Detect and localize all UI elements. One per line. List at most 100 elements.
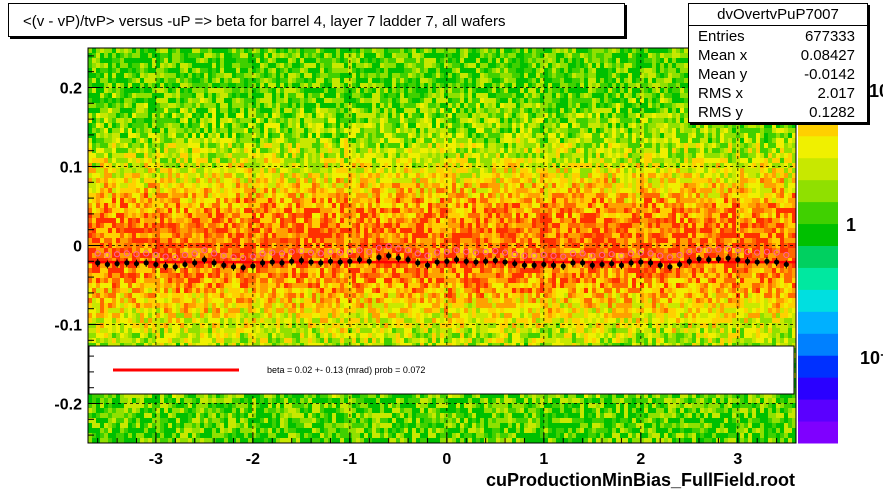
heatmap-cell [532,168,536,173]
heatmap-cell [204,178,208,183]
heatmap-cell [108,78,112,83]
heatmap-cell [604,93,608,98]
heatmap-cell [324,148,328,153]
heatmap-cell [456,183,460,188]
heatmap-cell [640,138,644,143]
heatmap-cell [696,128,700,133]
heatmap-cell [128,93,132,98]
heatmap-cell [180,168,184,173]
heatmap-cell [540,88,544,93]
heatmap-cell [504,58,508,63]
heatmap-cell [780,183,784,188]
heatmap-cell [480,103,484,108]
heatmap-cell [448,108,452,113]
heatmap-cell [456,148,460,153]
heatmap-cell [104,168,108,173]
heatmap-cell [220,133,224,138]
heatmap-cell [536,128,540,133]
heatmap-cell [260,153,264,158]
heatmap-cell [220,93,224,98]
heatmap-cell [204,153,208,158]
heatmap-cell [700,128,704,133]
heatmap-cell [764,153,768,158]
heatmap-cell [224,98,228,103]
heatmap-cell [560,63,564,68]
heatmap-cell [112,168,116,173]
heatmap-cell [216,63,220,68]
heatmap-cell [204,188,208,193]
heatmap-cell [504,178,508,183]
heatmap-cell [88,113,92,118]
heatmap-cell [664,83,668,88]
heatmap-cell [348,133,352,138]
heatmap-cell [648,168,652,173]
heatmap-cell [624,113,628,118]
heatmap-cell [724,123,728,128]
heatmap-cell [280,88,284,93]
heatmap-cell [152,173,156,178]
heatmap-cell [140,48,144,53]
heatmap-cell [572,98,576,103]
heatmap-cell [316,68,320,73]
heatmap-cell [124,183,128,188]
heatmap-cell [196,63,200,68]
heatmap-cell [120,138,124,143]
heatmap-cell [300,53,304,58]
heatmap-cell [204,103,208,108]
heatmap-cell [584,53,588,58]
heatmap-cell [208,143,212,148]
heatmap-cell [416,78,420,83]
heatmap-cell [184,173,188,178]
heatmap-cell [368,73,372,78]
heatmap-cell [460,183,464,188]
heatmap-cell [664,68,668,73]
heatmap-cell [224,183,228,188]
heatmap-cell [580,123,584,128]
heatmap-cell [668,63,672,68]
heatmap-cell [404,63,408,68]
heatmap-cell [144,148,148,153]
heatmap-cell [692,163,696,168]
heatmap-cell [716,178,720,183]
heatmap-cell [536,118,540,123]
heatmap-cell [472,163,476,168]
heatmap-cell [580,173,584,178]
heatmap-cell [168,98,172,103]
heatmap-cell [512,178,516,183]
heatmap-cell [464,73,468,78]
heatmap-cell [460,113,464,118]
heatmap-cell [604,48,608,53]
heatmap-cell [724,173,728,178]
heatmap-cell [256,108,260,113]
heatmap-cell [100,93,104,98]
heatmap-cell [308,103,312,108]
heatmap-cell [756,128,760,133]
heatmap-cell [484,98,488,103]
heatmap-cell [124,68,128,73]
heatmap-cell [120,78,124,83]
heatmap-cell [192,143,196,148]
heatmap-cell [788,128,792,133]
heatmap-cell [312,63,316,68]
heatmap-cell [560,168,564,173]
heatmap-cell [520,108,524,113]
heatmap-cell [548,153,552,158]
heatmap-cell [304,73,308,78]
heatmap-cell [216,103,220,108]
heatmap-cell [448,123,452,128]
heatmap-cell [292,153,296,158]
heatmap-cell [400,78,404,83]
heatmap-cell [212,148,216,153]
heatmap-cell [296,163,300,168]
heatmap-cell [268,118,272,123]
heatmap-cell [636,58,640,63]
heatmap-cell [396,68,400,73]
heatmap-cell [544,183,548,188]
heatmap-cell [748,138,752,143]
heatmap-cell [148,133,152,138]
heatmap-cell [496,118,500,123]
heatmap-cell [120,148,124,153]
heatmap-cell [92,108,96,113]
heatmap-cell [604,158,608,163]
heatmap-cell [680,123,684,128]
